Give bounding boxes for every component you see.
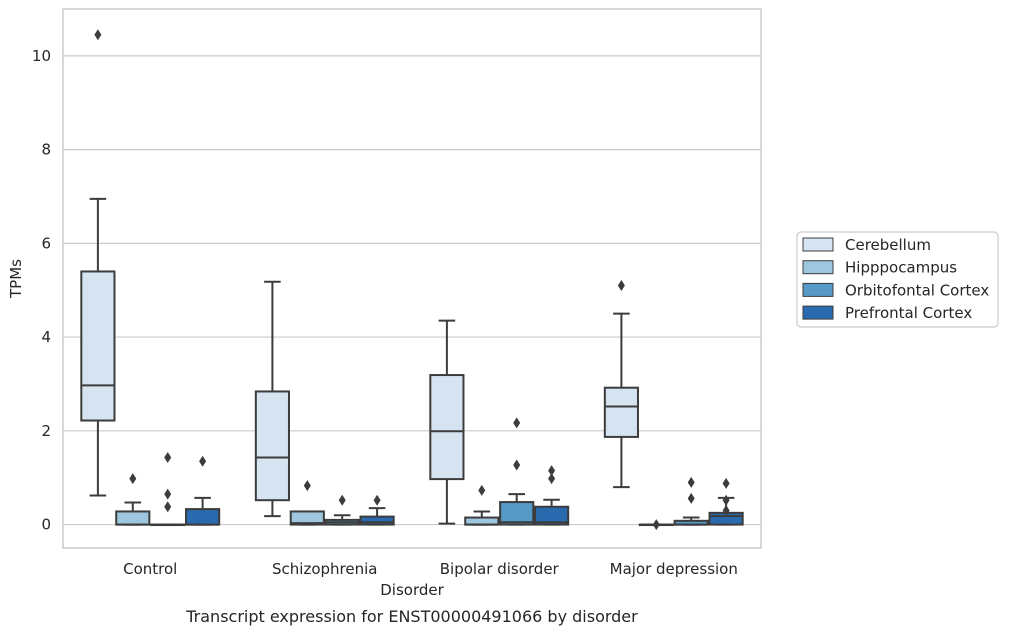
box-0-3: [603, 280, 639, 489]
box-3-2: [534, 465, 570, 526]
outlier-point: [303, 480, 311, 492]
box-1-3: [638, 519, 674, 531]
legend[interactable]: Cerebellum Hipppocampus Orbitofontal Corte…: [796, 231, 999, 328]
box-body: [185, 508, 221, 526]
legend-label: Prefrontal Cortex: [845, 304, 972, 322]
box-2-3: [673, 476, 709, 526]
box-3-0: [185, 455, 221, 526]
outlier-point: [687, 492, 695, 504]
plot-area-frame: [62, 8, 762, 549]
box-body: [603, 386, 639, 438]
outlier-point: [722, 494, 730, 506]
box-1-2: [464, 484, 500, 526]
legend-frame: [796, 231, 999, 328]
legend-label: Hipppocampus: [845, 259, 957, 277]
box-body: [534, 505, 570, 526]
outlier-point: [164, 452, 172, 464]
legend-swatch: [802, 305, 834, 320]
outlier-point: [94, 29, 102, 41]
box-0-1: [254, 280, 290, 518]
outlier-point: [164, 501, 172, 513]
box-body: [429, 374, 465, 481]
y-tick-label: 0: [41, 516, 51, 534]
legend-swatch: [802, 282, 834, 297]
y-tick-label: 10: [32, 47, 51, 65]
box-2-2: [499, 417, 535, 526]
outlier-point: [373, 494, 381, 506]
box-body: [80, 270, 116, 422]
box-0-0: [80, 29, 116, 497]
x-tick-label: Control: [123, 560, 177, 578]
legend-label: Cerebellum: [845, 236, 931, 254]
outlier-point: [513, 459, 521, 471]
outlier-point: [129, 473, 137, 485]
figure-caption: Transcript expression for ENST0000049106…: [185, 607, 638, 626]
outlier-point: [722, 505, 730, 517]
box-body: [254, 390, 290, 502]
outlier-point: [164, 488, 172, 500]
outlier-point: [338, 494, 346, 506]
box-0-2: [429, 319, 465, 525]
box-body: [115, 510, 151, 526]
box-3-3: [708, 477, 744, 526]
x-tick-label: Bipolar disorder: [440, 560, 560, 578]
outlier-point: [513, 417, 521, 429]
box-2-0: [150, 452, 186, 527]
y-tick-labels: 0 2 4 6 8 10: [32, 47, 51, 534]
outlier-point: [652, 519, 660, 531]
outlier-point: [617, 280, 625, 292]
outlier-point: [687, 476, 695, 488]
legend-swatch: [802, 237, 834, 252]
box-body: [499, 501, 535, 526]
y-axis-label: TPMs: [7, 259, 25, 299]
box-body: [359, 515, 395, 526]
y-tick-label: 4: [41, 328, 51, 346]
box-body: [289, 510, 325, 526]
y-tick-label: 6: [41, 234, 51, 252]
box-2-1: [324, 494, 360, 526]
box-1-0: [115, 473, 151, 526]
outlier-point: [199, 455, 207, 467]
x-tick-label: Major depression: [610, 560, 738, 578]
x-tick-labels: Control Schizophrenia Bipolar disorder Majo…: [123, 560, 738, 578]
legend-label: Orbitofontal Cortex: [845, 281, 989, 299]
box-groups: [80, 29, 744, 531]
box-body: [464, 516, 500, 526]
outlier-point: [478, 484, 486, 496]
box-3-1: [359, 494, 395, 526]
x-tick-label: Schizophrenia: [272, 560, 377, 578]
y-tick-label: 2: [41, 422, 51, 440]
legend-swatch: [802, 260, 834, 275]
outlier-point: [548, 473, 556, 485]
x-axis-label: Disorder: [380, 581, 444, 599]
y-tick-label: 8: [41, 141, 51, 159]
outlier-point: [548, 465, 556, 477]
outlier-point: [722, 477, 730, 489]
box-1-1: [289, 480, 325, 526]
